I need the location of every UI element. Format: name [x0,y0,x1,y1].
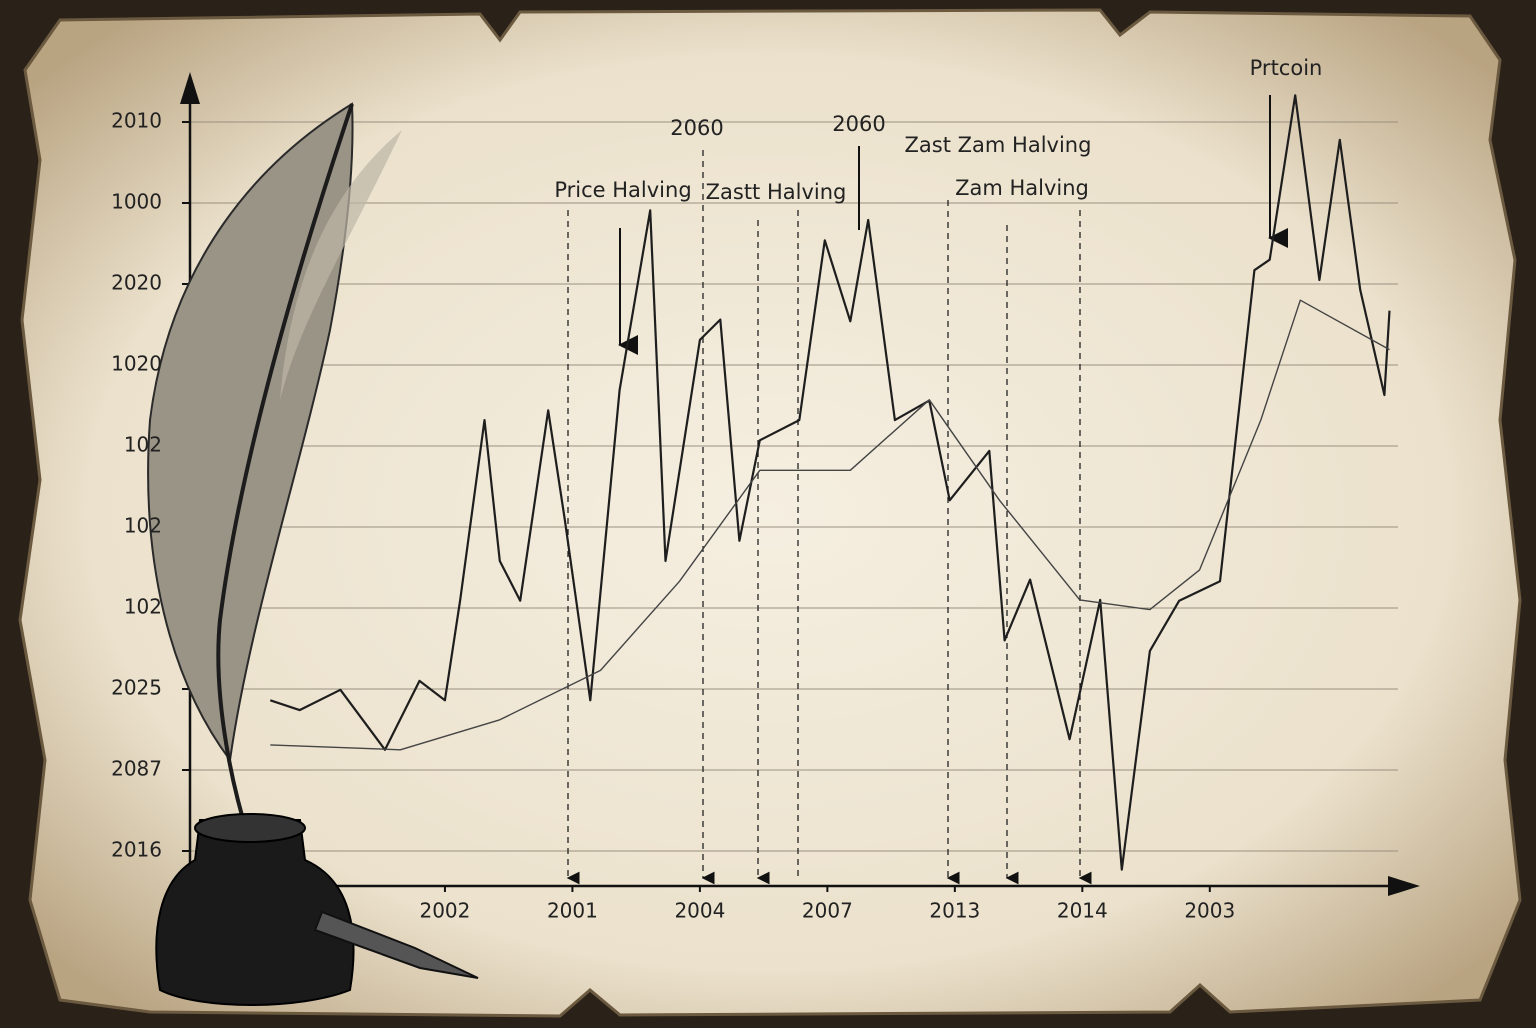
annotation: 2060 [670,116,723,140]
halving-markers [566,150,1092,885]
annotation: Zastt Halving [706,180,847,204]
inkwell [155,819,355,1006]
y-tick-label: 102 [124,514,162,538]
annotation: Zam Halving [955,176,1089,200]
y-tick-label: 2016 [111,838,162,862]
y-tick-label: 1020 [111,352,162,376]
y-tick-label: 102 [124,433,162,457]
quill-shaft [216,103,354,841]
inkwell-rim [194,813,306,843]
x-tick-label: 2004 [674,899,725,923]
x-tick-label: 2001 [547,899,598,923]
quill [147,102,479,1006]
x-tick-label: 2003 [1184,899,1235,923]
x-tick-label: 2013 [929,899,980,923]
price-line [269,94,1391,871]
y-tick-label: 2087 [111,757,162,781]
pen [313,910,479,979]
y-tick-label: 102 [124,595,162,619]
annotation: 2060 [832,112,885,136]
x-tick-label: 2002 [419,899,470,923]
annotation: Zast Zam Halving [905,133,1092,157]
annotation: Prtcoin [1250,56,1323,80]
x-axis-arrow [1388,876,1420,896]
parchment [18,8,1522,1018]
x-tick-label: 2014 [1057,899,1108,923]
y-tick-label: 2020 [111,271,162,295]
y-tick-label: 2010 [111,109,162,133]
y-tick-label: 1000 [111,190,162,214]
y-tick-label: 2025 [111,676,162,700]
y-axis-arrow [180,72,200,104]
series-layer [269,94,1391,871]
annotation: Price Halving [554,178,691,202]
x-tick-label: 2007 [802,899,853,923]
trend-line [270,299,1390,751]
